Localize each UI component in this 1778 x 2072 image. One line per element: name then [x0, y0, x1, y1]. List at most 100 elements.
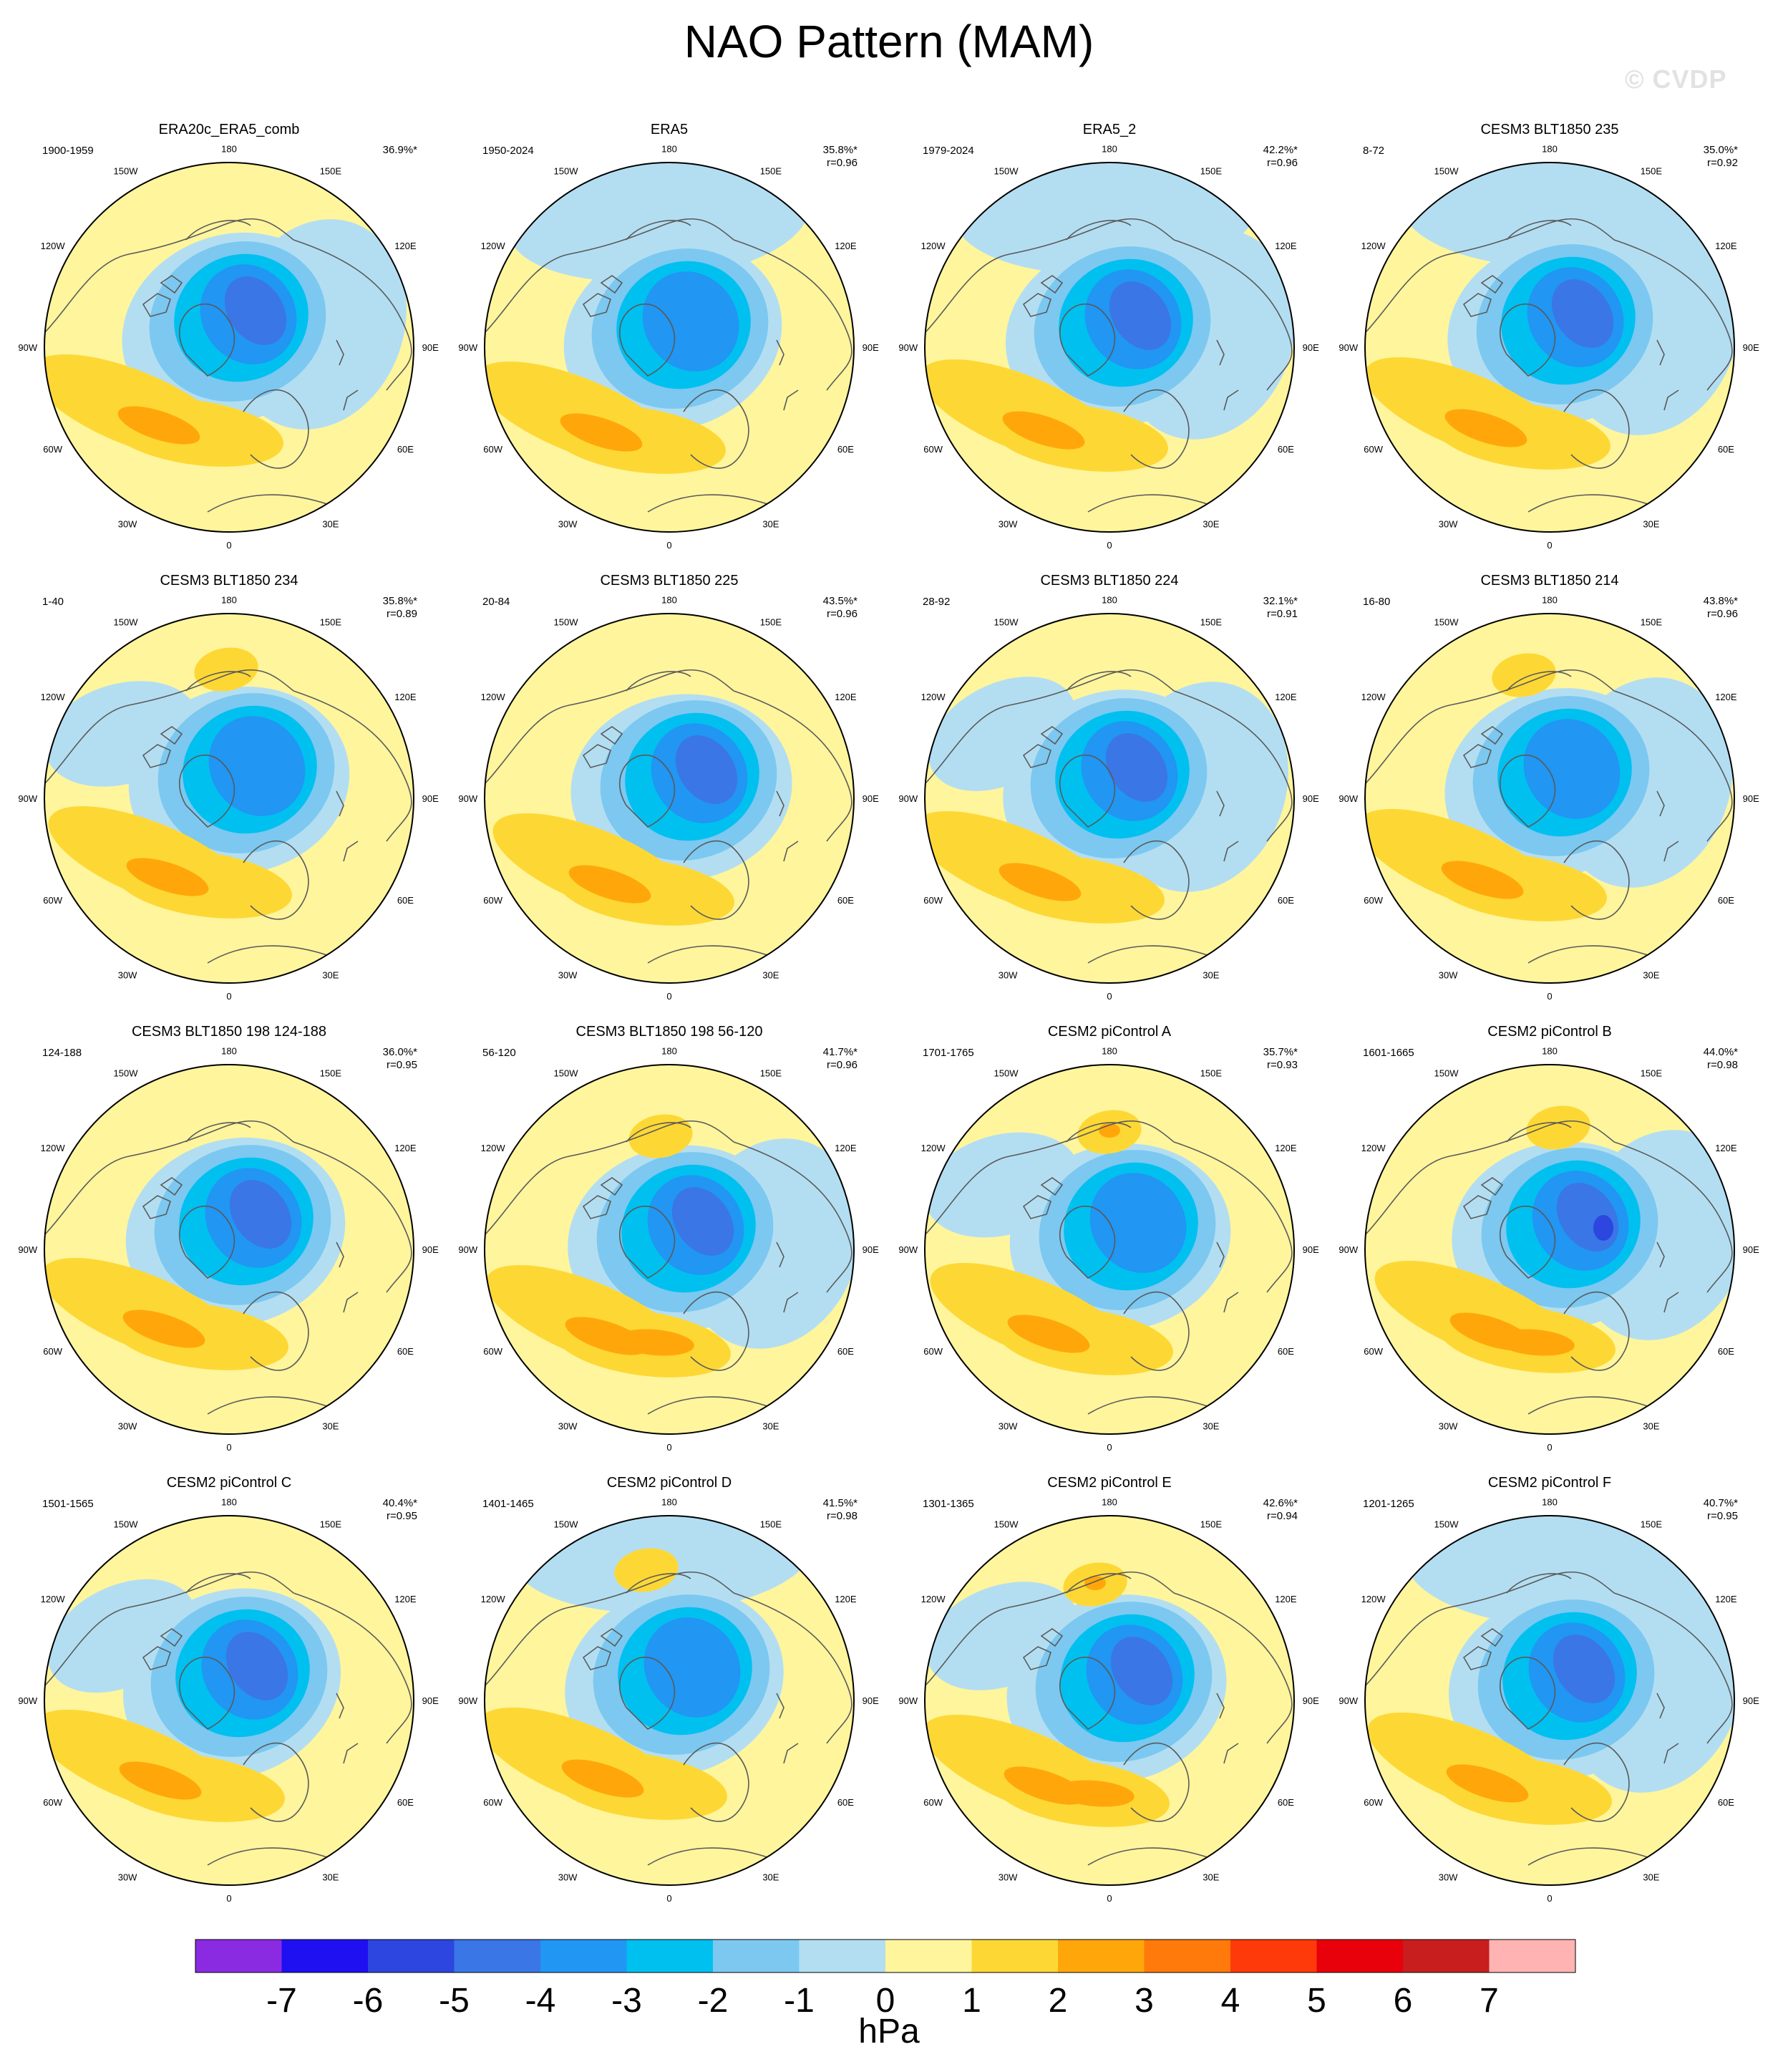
map-panel: CESM2 piControl A 1701-1765 35.7%*r=0.93 18…: [898, 1024, 1319, 1453]
colorbar-swatch: [799, 1940, 886, 1972]
longitude-label: 120W: [921, 692, 946, 702]
panel-correlation: r=0.89: [387, 608, 417, 620]
colorbar-tick-label: 6: [1394, 1982, 1413, 2020]
colorbar-tick-label: 1: [962, 1982, 981, 2020]
longitude-label: 30E: [762, 1872, 779, 1882]
colorbar-swatch: [971, 1940, 1059, 1972]
panel-correlation: r=0.98: [1707, 1059, 1738, 1071]
panel-period: 1501-1565: [42, 1498, 94, 1510]
panel-title: CESM3 BLT1850 225: [600, 573, 738, 589]
longitude-label: 150E: [1641, 617, 1663, 628]
longitude-label: 90E: [1743, 793, 1759, 804]
longitude-label: 180: [1542, 1497, 1558, 1508]
longitude-label: 90E: [1303, 1244, 1319, 1255]
longitude-label: 90E: [422, 1695, 439, 1706]
map-panel: CESM2 piControl B 1601-1665 44.0%*r=0.98 18…: [1339, 1024, 1759, 1453]
longitude-label: 90W: [18, 342, 37, 353]
panel-title: CESM2 piControl D: [607, 1475, 732, 1491]
longitude-label: 150E: [320, 166, 342, 177]
longitude-label: 90E: [1743, 1244, 1759, 1255]
panel-correlation: r=0.92: [1707, 157, 1738, 169]
longitude-label: 180: [1542, 1046, 1558, 1057]
slp-anomaly-field: [925, 163, 1294, 532]
longitude-label: 0: [1547, 540, 1552, 551]
colorbar-tick-label: 5: [1307, 1982, 1326, 2020]
panel-correlation: r=0.94: [1267, 1510, 1298, 1522]
longitude-label: 180: [1542, 144, 1558, 155]
longitude-label: 30E: [762, 1420, 779, 1431]
longitude-label: 90E: [863, 1244, 879, 1255]
longitude-label: 90W: [458, 1244, 477, 1255]
panel-period: 1601-1665: [1363, 1047, 1414, 1059]
longitude-label: 180: [1102, 595, 1117, 606]
longitude-label: 120E: [835, 1594, 857, 1604]
map-border: [44, 1064, 414, 1435]
panel-variance: 40.7%*: [1704, 1497, 1739, 1509]
map-border: [1364, 613, 1735, 984]
longitude-label: 30E: [762, 518, 779, 529]
longitude-label: 90W: [18, 1244, 37, 1255]
longitude-label: 30W: [1439, 969, 1458, 980]
longitude-label: 0: [1107, 1893, 1112, 1904]
longitude-label: 150E: [1200, 166, 1223, 177]
longitude-label: 90E: [863, 793, 879, 804]
panel-title: CESM3 BLT1850 198 56-120: [576, 1024, 763, 1040]
longitude-label: 60W: [483, 895, 502, 906]
map-border: [924, 1064, 1295, 1435]
panel-title: CESM3 BLT1850 235: [1480, 122, 1618, 137]
longitude-label: 90E: [863, 342, 879, 353]
panel-correlation: r=0.95: [387, 1510, 417, 1522]
longitude-label: 60W: [923, 895, 943, 906]
longitude-label: 60W: [43, 444, 62, 455]
colorbar-tick-label: -5: [439, 1982, 470, 2020]
panel-correlation: r=0.98: [827, 1510, 858, 1522]
slp-anomaly-field: [485, 614, 854, 983]
longitude-label: 120E: [394, 692, 417, 702]
map-panel: CESM3 BLT1850 234 1-40 35.8%*r=0.89 180 150E…: [18, 573, 439, 1002]
longitude-label: 90W: [1339, 793, 1358, 804]
map-border: [1364, 1064, 1735, 1435]
panel-correlation: r=0.96: [827, 1059, 858, 1071]
panel-period: 1950-2024: [482, 145, 534, 157]
panel-title: CESM2 piControl B: [1487, 1024, 1611, 1040]
longitude-label: 120E: [394, 241, 417, 251]
colorbar-tick-label: -6: [353, 1982, 384, 2020]
longitude-label: 30W: [558, 969, 578, 980]
longitude-label: 60E: [1278, 895, 1294, 906]
longitude-label: 30W: [999, 1420, 1018, 1431]
longitude-label: 180: [661, 1497, 677, 1508]
map-border: [44, 613, 414, 984]
slp-anomaly-field: [485, 163, 854, 532]
longitude-label: 180: [661, 1046, 677, 1057]
longitude-label: 60W: [923, 1797, 943, 1808]
longitude-label: 90W: [898, 1695, 918, 1706]
panel-correlation: r=0.91: [1267, 608, 1298, 620]
longitude-label: 150W: [1434, 1068, 1459, 1079]
longitude-label: 0: [666, 1442, 671, 1453]
longitude-label: 60E: [1278, 1797, 1294, 1808]
panel-correlation: r=0.96: [1267, 157, 1298, 169]
longitude-label: 120E: [394, 1143, 417, 1153]
slp-anomaly-field: [925, 1065, 1294, 1434]
longitude-label: 150E: [1641, 1068, 1663, 1079]
panel-variance: 41.5%*: [823, 1497, 858, 1509]
longitude-label: 150W: [994, 617, 1019, 628]
longitude-label: 0: [666, 991, 671, 1002]
longitude-label: 30E: [1643, 969, 1659, 980]
longitude-label: 30E: [1643, 1420, 1659, 1431]
longitude-label: 150E: [320, 1519, 342, 1530]
slp-anomaly-field: [485, 1065, 854, 1434]
longitude-label: 60E: [837, 1797, 854, 1808]
longitude-label: 120E: [835, 1143, 857, 1153]
colorbar-swatch: [1403, 1940, 1490, 1972]
longitude-label: 120E: [1715, 1143, 1737, 1153]
panel-correlation: r=0.95: [1707, 1510, 1738, 1522]
panel-title: CESM2 piControl C: [167, 1475, 292, 1491]
longitude-label: 180: [221, 1046, 237, 1057]
longitude-label: 150E: [760, 166, 782, 177]
longitude-label: 0: [666, 1893, 671, 1904]
colorbar-tick-label: 2: [1049, 1982, 1068, 2020]
slp-anomaly-field: [44, 1516, 414, 1885]
longitude-label: 120E: [1715, 1594, 1737, 1604]
longitude-label: 0: [666, 540, 671, 551]
